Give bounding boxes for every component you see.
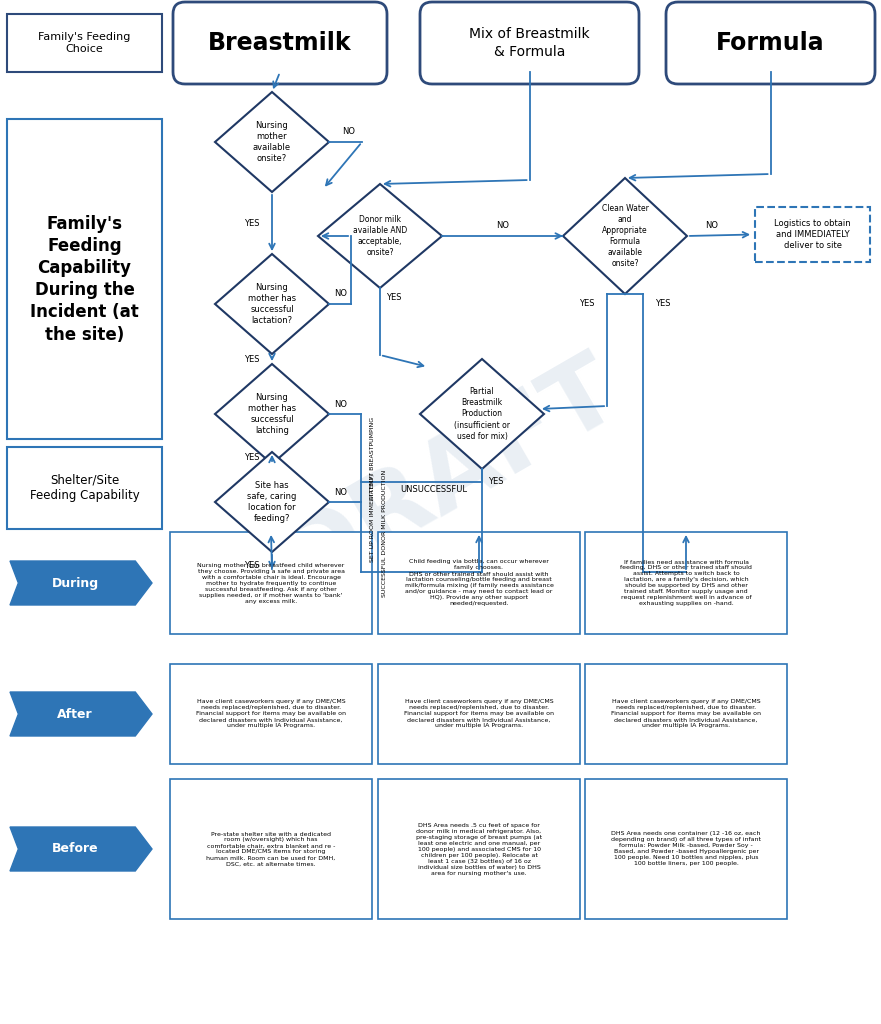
Text: NO: NO — [706, 221, 719, 230]
Text: Family's
Feeding
Capability
During the
Incident (at
the site): Family's Feeding Capability During the I… — [30, 214, 139, 343]
Polygon shape — [215, 254, 329, 354]
Text: After: After — [57, 708, 93, 721]
Polygon shape — [10, 692, 152, 736]
Text: Child feeding via bottle, can occur wherever
family chooses.
DHS or other traine: Child feeding via bottle, can occur wher… — [404, 559, 553, 606]
FancyBboxPatch shape — [420, 2, 639, 84]
FancyBboxPatch shape — [378, 779, 580, 919]
FancyBboxPatch shape — [378, 664, 580, 764]
Text: Logistics to obtain
and IMMEDIATELY
deliver to site: Logistics to obtain and IMMEDIATELY deli… — [774, 219, 851, 250]
Text: Clean Water
and
Appropriate
Formula
available
onsite?: Clean Water and Appropriate Formula avai… — [602, 204, 648, 268]
Polygon shape — [420, 359, 544, 469]
FancyBboxPatch shape — [666, 2, 875, 84]
FancyBboxPatch shape — [585, 779, 787, 919]
Text: Family's Feeding
Choice: Family's Feeding Choice — [38, 32, 130, 54]
Text: Donor milk
available AND
acceptable,
onsite?: Donor milk available AND acceptable, ons… — [353, 215, 407, 257]
Text: Nursing mother can breastfeed child wherever
they choose. Providing a safe and p: Nursing mother can breastfeed child wher… — [197, 562, 344, 603]
Text: Nursing
mother has
successful
latching: Nursing mother has successful latching — [248, 393, 296, 435]
Text: YES: YES — [488, 476, 504, 485]
Polygon shape — [215, 452, 329, 552]
Text: Before: Before — [52, 843, 99, 855]
FancyBboxPatch shape — [378, 532, 580, 634]
Text: YES: YES — [579, 299, 595, 308]
Text: Pre-state shelter site with a dedicated
room (w/oversight) which has
comfortable: Pre-state shelter site with a dedicated … — [206, 831, 336, 866]
Polygon shape — [10, 827, 152, 871]
Text: NO: NO — [335, 399, 347, 409]
Text: ATTEMPT BREASTPUMPING: ATTEMPT BREASTPUMPING — [369, 417, 374, 500]
Text: UNSUCCESSFUL: UNSUCCESSFUL — [401, 484, 468, 494]
Polygon shape — [10, 561, 152, 605]
FancyBboxPatch shape — [7, 447, 162, 529]
Text: Site has
safe, caring
location for
feeding?: Site has safe, caring location for feedi… — [248, 481, 297, 523]
Text: DRAFT: DRAFT — [264, 339, 636, 609]
Text: NO: NO — [496, 221, 509, 230]
Text: Shelter/Site
Feeding Capability: Shelter/Site Feeding Capability — [30, 473, 139, 503]
Text: YES: YES — [244, 354, 260, 364]
Text: During: During — [52, 577, 99, 590]
Text: NO: NO — [335, 290, 347, 299]
FancyBboxPatch shape — [585, 664, 787, 764]
Text: If families need assistance with formula
feeding, DHS or other trained staff sho: If families need assistance with formula… — [620, 559, 752, 606]
Text: SET UP ROOM IMMEDIATELY/: SET UP ROOM IMMEDIATELY/ — [369, 474, 374, 562]
Text: DHS Area needs one container (12 -16 oz, each
depending on brand) of all three t: DHS Area needs one container (12 -16 oz,… — [611, 831, 761, 866]
Text: Have client caseworkers query if any DME/CMS
needs replaced/replenished, due to : Have client caseworkers query if any DME… — [611, 699, 761, 728]
Text: Breastmilk: Breastmilk — [208, 31, 352, 55]
Text: SUCCESSFUL DONOR MILK PRODUCTION: SUCCESSFUL DONOR MILK PRODUCTION — [381, 469, 387, 597]
Text: Have client caseworkers query if any DME/CMS
needs replaced/replenished, due to : Have client caseworkers query if any DME… — [196, 699, 346, 728]
Polygon shape — [215, 364, 329, 464]
Text: Have client caseworkers query if any DME/CMS
needs replaced/replenished, due to : Have client caseworkers query if any DME… — [404, 699, 554, 728]
Text: YES: YES — [244, 218, 260, 227]
FancyBboxPatch shape — [173, 2, 387, 84]
FancyBboxPatch shape — [170, 532, 372, 634]
Text: YES: YES — [244, 454, 260, 463]
Text: DHS Area needs .5 cu feet of space for
donor milk in medical refrigerator. Also,: DHS Area needs .5 cu feet of space for d… — [416, 822, 542, 876]
Text: NO: NO — [335, 487, 347, 497]
Polygon shape — [318, 184, 442, 288]
FancyBboxPatch shape — [170, 779, 372, 919]
Text: Partial
Breastmilk
Production
(insufficient or
used for mix): Partial Breastmilk Production (insuffici… — [454, 387, 510, 440]
Text: YES: YES — [386, 294, 402, 302]
Text: Mix of Breastmilk
& Formula: Mix of Breastmilk & Formula — [470, 28, 589, 58]
Text: Nursing
mother
available
onsite?: Nursing mother available onsite? — [253, 121, 291, 163]
FancyBboxPatch shape — [7, 119, 162, 439]
FancyBboxPatch shape — [170, 664, 372, 764]
Polygon shape — [563, 178, 687, 294]
Text: YES: YES — [244, 561, 260, 570]
FancyBboxPatch shape — [755, 207, 870, 262]
Text: Nursing
mother has
successful
lactation?: Nursing mother has successful lactation? — [248, 283, 296, 326]
Text: Formula: Formula — [716, 31, 825, 55]
FancyBboxPatch shape — [585, 532, 787, 634]
Text: YES: YES — [655, 299, 670, 308]
Text: NO: NO — [343, 128, 356, 136]
FancyBboxPatch shape — [7, 14, 162, 72]
Polygon shape — [215, 92, 329, 193]
